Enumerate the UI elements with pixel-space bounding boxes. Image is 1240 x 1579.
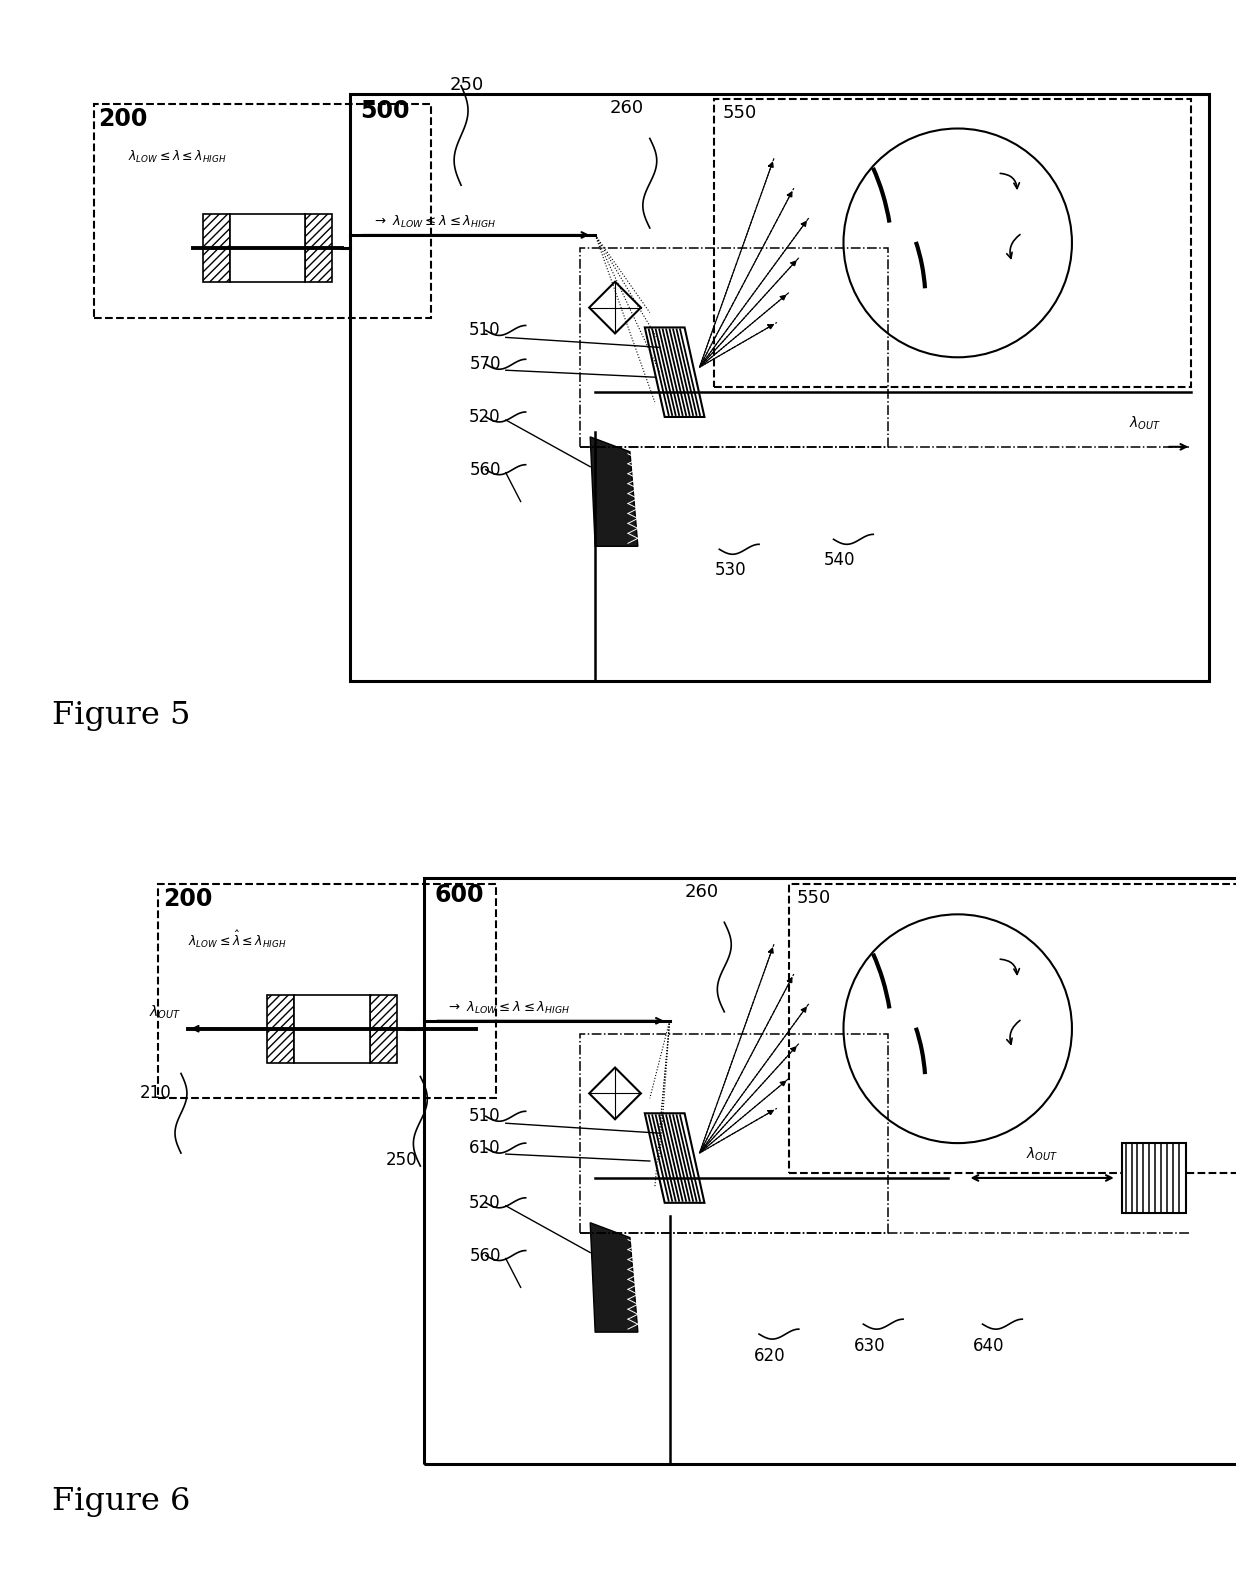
Polygon shape	[590, 437, 637, 546]
Text: 620: 620	[754, 1347, 786, 1364]
Bar	[580, 1034, 888, 1233]
Bar	[1122, 1143, 1187, 1213]
Bar	[93, 104, 432, 317]
Text: $\rightarrow\ \lambda_{LOW} \leq \lambda \leq \lambda_{HIGH}$: $\rightarrow\ \lambda_{LOW} \leq \lambda…	[446, 1000, 570, 1015]
Text: 250: 250	[386, 1151, 418, 1168]
Polygon shape	[645, 327, 704, 417]
Text: 520: 520	[469, 1194, 501, 1211]
Bar	[268, 995, 294, 1063]
Bar	[714, 98, 1192, 387]
Bar	[294, 995, 370, 1063]
Text: 640: 640	[972, 1337, 1004, 1355]
Text: Figure 5: Figure 5	[52, 701, 191, 731]
Bar	[350, 93, 1209, 681]
Text: 200: 200	[164, 887, 212, 911]
Text: $\lambda_{LOW} \leq \lambda \leq \lambda_{HIGH}$: $\lambda_{LOW} \leq \lambda \leq \lambda…	[128, 148, 227, 164]
Text: 530: 530	[714, 561, 746, 579]
Text: $\rightarrow\ \lambda_{LOW} \leq \lambda \leq \lambda_{HIGH}$: $\rightarrow\ \lambda_{LOW} \leq \lambda…	[372, 213, 496, 231]
Text: $\lambda_{OUT}$: $\lambda_{OUT}$	[149, 1003, 181, 1020]
Polygon shape	[589, 281, 641, 333]
Text: 260: 260	[684, 883, 719, 900]
Text: 510: 510	[469, 1107, 501, 1126]
Text: 500: 500	[360, 98, 409, 123]
Text: 550: 550	[797, 889, 831, 908]
Text: 570: 570	[469, 355, 501, 373]
Text: 520: 520	[469, 407, 501, 426]
Bar	[580, 248, 888, 447]
Bar	[424, 878, 1240, 1464]
Bar	[229, 215, 305, 281]
Text: 550: 550	[723, 104, 756, 122]
Bar	[370, 995, 397, 1063]
Text: 510: 510	[469, 322, 501, 339]
Text: 600: 600	[434, 883, 484, 906]
Bar	[305, 215, 332, 281]
Bar	[789, 884, 1240, 1173]
Text: $\lambda_{LOW} \leq \hat{\lambda} \leq \lambda_{HIGH}$: $\lambda_{LOW} \leq \hat{\lambda} \leq \…	[188, 930, 286, 951]
Polygon shape	[645, 1113, 704, 1203]
Bar	[159, 884, 496, 1099]
Text: 560: 560	[469, 1246, 501, 1265]
Text: 540: 540	[823, 551, 856, 570]
Polygon shape	[590, 1222, 637, 1333]
Text: $\lambda_{OUT}$: $\lambda_{OUT}$	[1130, 415, 1162, 433]
Text: 610: 610	[469, 1138, 501, 1157]
Text: 250: 250	[449, 76, 484, 93]
Text: 630: 630	[853, 1337, 885, 1355]
Text: Figure 6: Figure 6	[52, 1486, 190, 1517]
Text: 260: 260	[610, 98, 645, 117]
Text: 560: 560	[469, 461, 501, 478]
Text: 210: 210	[139, 1085, 171, 1102]
Text: 200: 200	[98, 107, 148, 131]
Bar	[203, 215, 229, 281]
Polygon shape	[589, 1067, 641, 1120]
Text: $\lambda_{OUT}$: $\lambda_{OUT}$	[1025, 1146, 1058, 1164]
